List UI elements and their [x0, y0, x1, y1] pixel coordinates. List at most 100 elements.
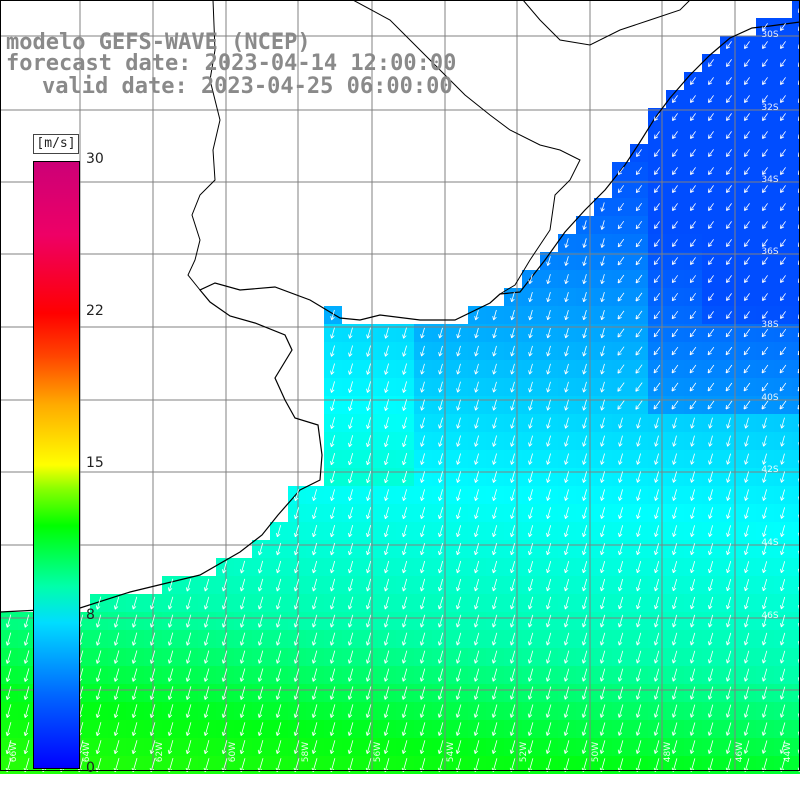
wind-arrow — [762, 185, 768, 193]
wind-arrow — [365, 596, 372, 610]
wind-arrow — [725, 346, 733, 356]
wind-arrow — [581, 722, 588, 736]
wind-arrow — [653, 722, 660, 736]
wind-arrow — [437, 650, 444, 664]
wind-arrow — [257, 668, 264, 682]
wind-arrow — [492, 309, 497, 321]
title-forecast-date: forecast date: 2023-04-14 12:00:00 — [6, 51, 457, 76]
wind-arrow — [653, 275, 661, 284]
wind-cell — [792, 324, 800, 342]
wind-arrow — [383, 722, 390, 736]
wind-arrow — [545, 650, 552, 664]
wind-arrow — [113, 596, 120, 610]
wind-arrow — [185, 668, 192, 682]
wind-arrow — [311, 740, 318, 754]
wind-arrow — [149, 632, 156, 646]
wind-arrow — [330, 417, 335, 429]
wind-arrow — [690, 614, 696, 628]
wind-arrow — [492, 471, 497, 483]
wind-arrow — [744, 275, 750, 283]
wind-arrow — [527, 650, 534, 664]
wind-arrow — [707, 382, 715, 392]
wind-arrow — [348, 560, 354, 574]
wind-arrow — [276, 560, 282, 574]
wind-arrow — [762, 614, 768, 628]
wind-arrow — [690, 489, 695, 501]
wind-arrow — [617, 220, 625, 230]
wind-arrow — [384, 327, 389, 339]
wind-arrow — [780, 614, 786, 628]
wind-speed-field — [0, 0, 800, 774]
wind-arrow — [384, 507, 390, 520]
wind-arrow — [438, 507, 444, 520]
colorbar-tick-8: 8 — [86, 607, 95, 623]
wind-arrow — [618, 560, 624, 574]
wind-arrow — [636, 560, 642, 574]
wind-arrow — [492, 399, 497, 411]
wind-arrow — [366, 417, 371, 429]
wind-arrow — [293, 686, 300, 700]
wind-arrow — [401, 632, 408, 646]
wind-arrow — [419, 596, 426, 610]
wind-arrow — [528, 381, 533, 393]
wind-arrow — [546, 274, 551, 285]
wind-arrow — [456, 363, 461, 375]
wind-arrow — [293, 740, 300, 754]
wind-cell — [792, 720, 800, 738]
wind-arrow — [708, 507, 713, 519]
wind-arrow — [492, 417, 497, 429]
wind-arrow — [203, 740, 210, 755]
wind-arrow — [509, 722, 516, 736]
wind-arrow — [762, 41, 768, 49]
wind-arrow — [600, 238, 605, 248]
wind-arrow — [312, 578, 318, 592]
wind-cell — [792, 576, 800, 594]
wind-arrow — [582, 489, 587, 501]
wind-arrow — [762, 131, 768, 139]
wind-arrow — [744, 257, 750, 265]
wind-arrow — [744, 543, 750, 556]
wind-arrow — [690, 596, 696, 610]
wind-arrow — [492, 363, 497, 375]
longitude-label: 58W — [301, 742, 311, 762]
wind-arrow — [293, 722, 300, 736]
wind-arrow — [582, 543, 588, 556]
wind-arrow — [438, 560, 444, 574]
wind-arrow — [636, 471, 641, 483]
wind-arrow — [473, 722, 480, 736]
wind-arrow — [510, 345, 515, 357]
wind-arrow — [257, 596, 264, 610]
wind-arrow — [780, 578, 786, 592]
wind-arrow — [600, 202, 605, 212]
wind-arrow — [23, 722, 30, 737]
wind-direction-arrows — [5, 8, 800, 773]
wind-arrow — [420, 363, 425, 375]
wind-arrow — [635, 722, 642, 736]
wind-arrow — [690, 578, 696, 592]
wind-arrow — [744, 185, 750, 193]
wind-arrow — [582, 291, 587, 303]
wind-arrow — [708, 578, 714, 592]
wind-arrow — [366, 381, 371, 393]
wind-arrow — [294, 524, 300, 538]
wind-arrow — [528, 471, 533, 483]
wind-arrow — [438, 489, 443, 501]
wind-arrow — [762, 435, 767, 447]
wind-arrow — [510, 399, 515, 411]
wind-arrow — [726, 77, 732, 85]
wind-arrow — [618, 435, 623, 447]
wind-arrow — [654, 543, 660, 556]
wind-arrow — [617, 650, 624, 664]
wind-cell — [792, 108, 800, 126]
wind-arrow — [708, 596, 714, 610]
wind-cell — [792, 540, 800, 558]
wind-arrow — [707, 704, 714, 718]
wind-arrow — [779, 328, 787, 338]
wind-arrow — [672, 435, 677, 447]
wind-arrow — [149, 650, 156, 664]
wind-arrow — [743, 704, 750, 718]
wind-arrow — [582, 453, 587, 465]
wind-arrow — [725, 686, 732, 700]
wind-arrow — [546, 453, 551, 465]
wind-arrow — [329, 668, 336, 682]
